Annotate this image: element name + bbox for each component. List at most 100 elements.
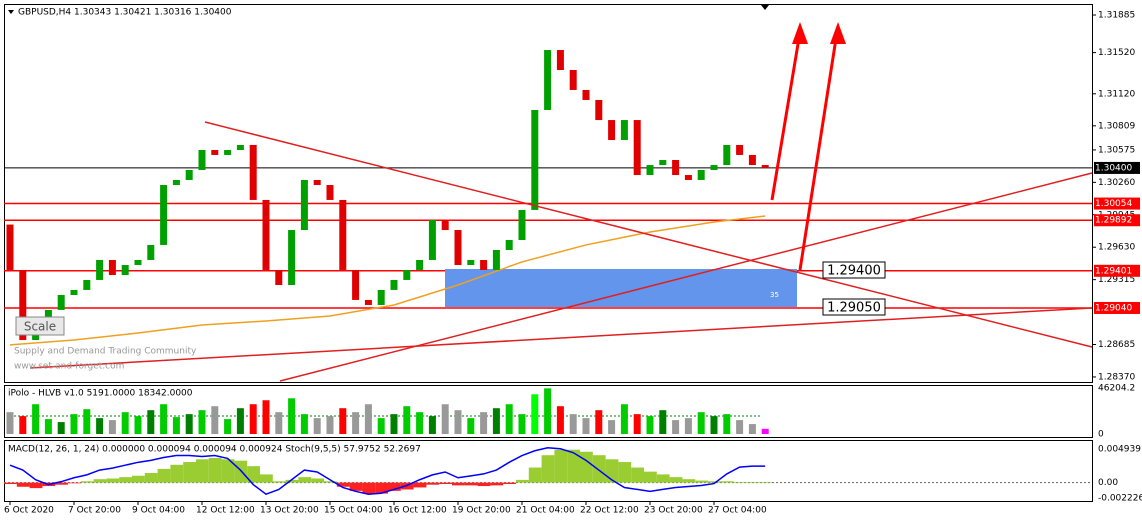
volume-bar (19, 416, 27, 434)
scale-button-label[interactable]: Scale (24, 320, 56, 334)
volume-bar (582, 418, 590, 434)
volume-bar (672, 420, 680, 434)
volume-bar (710, 416, 718, 434)
macd-bar (132, 475, 145, 483)
candle (313, 179, 321, 186)
volume-title: iPolo - HLVB v1.0 5191.0000 18342.0000 (8, 389, 193, 399)
y-tick-label: 1.31520 (1098, 48, 1135, 58)
x-tick-label: 23 Oct 20:00 (644, 506, 703, 516)
volume-bar (761, 428, 769, 434)
candle (608, 120, 616, 141)
price-level-label: 1.29401 (1095, 266, 1132, 276)
volume-bar (108, 420, 116, 434)
volume-bar (160, 404, 168, 434)
macd-bar (426, 482, 440, 485)
macd-bar (157, 468, 171, 483)
x-tick-label: 12 Oct 12:00 (196, 506, 255, 516)
volume-bar (454, 410, 462, 434)
macd-bar (362, 482, 376, 494)
macd-bar (759, 481, 772, 483)
candle (121, 265, 129, 276)
macd-bar (656, 474, 670, 483)
candle (288, 230, 296, 286)
candle (300, 179, 308, 231)
y-tick-label: 1.30575 (1098, 145, 1135, 155)
volume-bar (121, 412, 129, 434)
candle (57, 294, 65, 310)
candle (582, 89, 590, 100)
arrow (770, 31, 802, 201)
price-level-box (1094, 197, 1140, 210)
arrow-head (792, 22, 808, 44)
macd-bar (516, 479, 529, 483)
trendline (29, 307, 1093, 369)
macd-bar (695, 480, 708, 483)
volume-bar (659, 410, 667, 434)
volume-bar (236, 408, 244, 434)
volume-bar (96, 418, 104, 434)
volume-bar (697, 412, 705, 434)
volume-bar (505, 404, 513, 434)
x-tick-label: 6 Oct 2020 (4, 506, 54, 516)
y-tick-label: 1.31120 (1098, 89, 1135, 99)
x-tick-label: 19 Oct 20:00 (452, 506, 511, 516)
volume-bar (492, 408, 500, 434)
macd-bar (119, 477, 132, 483)
volume-bar (518, 414, 526, 434)
macd-bar (221, 459, 235, 483)
x-tick-label: 9 Oct 04:00 (132, 506, 185, 516)
volume-bar (57, 422, 65, 434)
macd-bar (375, 482, 388, 494)
trendline (204, 121, 1093, 348)
symbol-header: GBPUSD,H4 1.30343 1.30421 1.30316 1.3040… (18, 8, 232, 18)
volume-bar (185, 414, 193, 434)
y-tick-label: 1.30809 (1098, 121, 1135, 131)
price-level-label: 1.29040 (1095, 303, 1132, 313)
candle (761, 165, 769, 168)
candle (531, 109, 539, 210)
volume-bar (403, 406, 411, 434)
candle (364, 299, 372, 305)
candle (6, 224, 14, 270)
y-tick-label: -0.002226 (1098, 493, 1142, 503)
candle (211, 150, 219, 155)
zone-label: 35 (770, 291, 779, 299)
candle (326, 185, 334, 200)
y-tick-label: 1.28370 (1098, 372, 1135, 382)
macd-bar (746, 481, 760, 483)
volume-bar (262, 400, 270, 434)
candle (108, 259, 116, 276)
price-level-box (1094, 301, 1140, 314)
volume-panel (4, 385, 1093, 438)
candle (556, 50, 564, 71)
x-tick-label: 22 Oct 12:00 (580, 506, 639, 516)
volume-bar (390, 414, 398, 434)
macd-bar (247, 466, 260, 483)
macd-bar (298, 477, 312, 483)
volume-bar (198, 410, 206, 434)
volume-bar (44, 419, 52, 434)
volume-bar (313, 418, 321, 434)
macd-bar (336, 482, 350, 487)
candle (748, 154, 756, 166)
x-tick-label: 16 Oct 12:00 (388, 506, 447, 516)
x-tick-label: 15 Oct 04:00 (324, 506, 383, 516)
macd-bar (567, 449, 580, 483)
macd-bar (439, 482, 452, 484)
y-tick-label: 1.30260 (1098, 178, 1135, 188)
macd-bar (93, 479, 107, 483)
macd-bar (285, 479, 299, 483)
candle (544, 50, 552, 110)
y-tick-label: 1.29630 (1098, 243, 1135, 253)
macd-bar (170, 464, 184, 483)
x-tick-label: 27 Oct 04:00 (708, 506, 767, 516)
macd-bar (272, 481, 286, 483)
macd-bar (669, 477, 683, 483)
macd-bar (196, 459, 209, 483)
annotation: 1.29400 (827, 264, 881, 279)
volume-bar (32, 404, 40, 434)
scale-button[interactable] (15, 316, 65, 336)
volume-bar (224, 419, 232, 434)
menu-triangle[interactable] (8, 10, 14, 14)
volume-bar (288, 398, 296, 434)
